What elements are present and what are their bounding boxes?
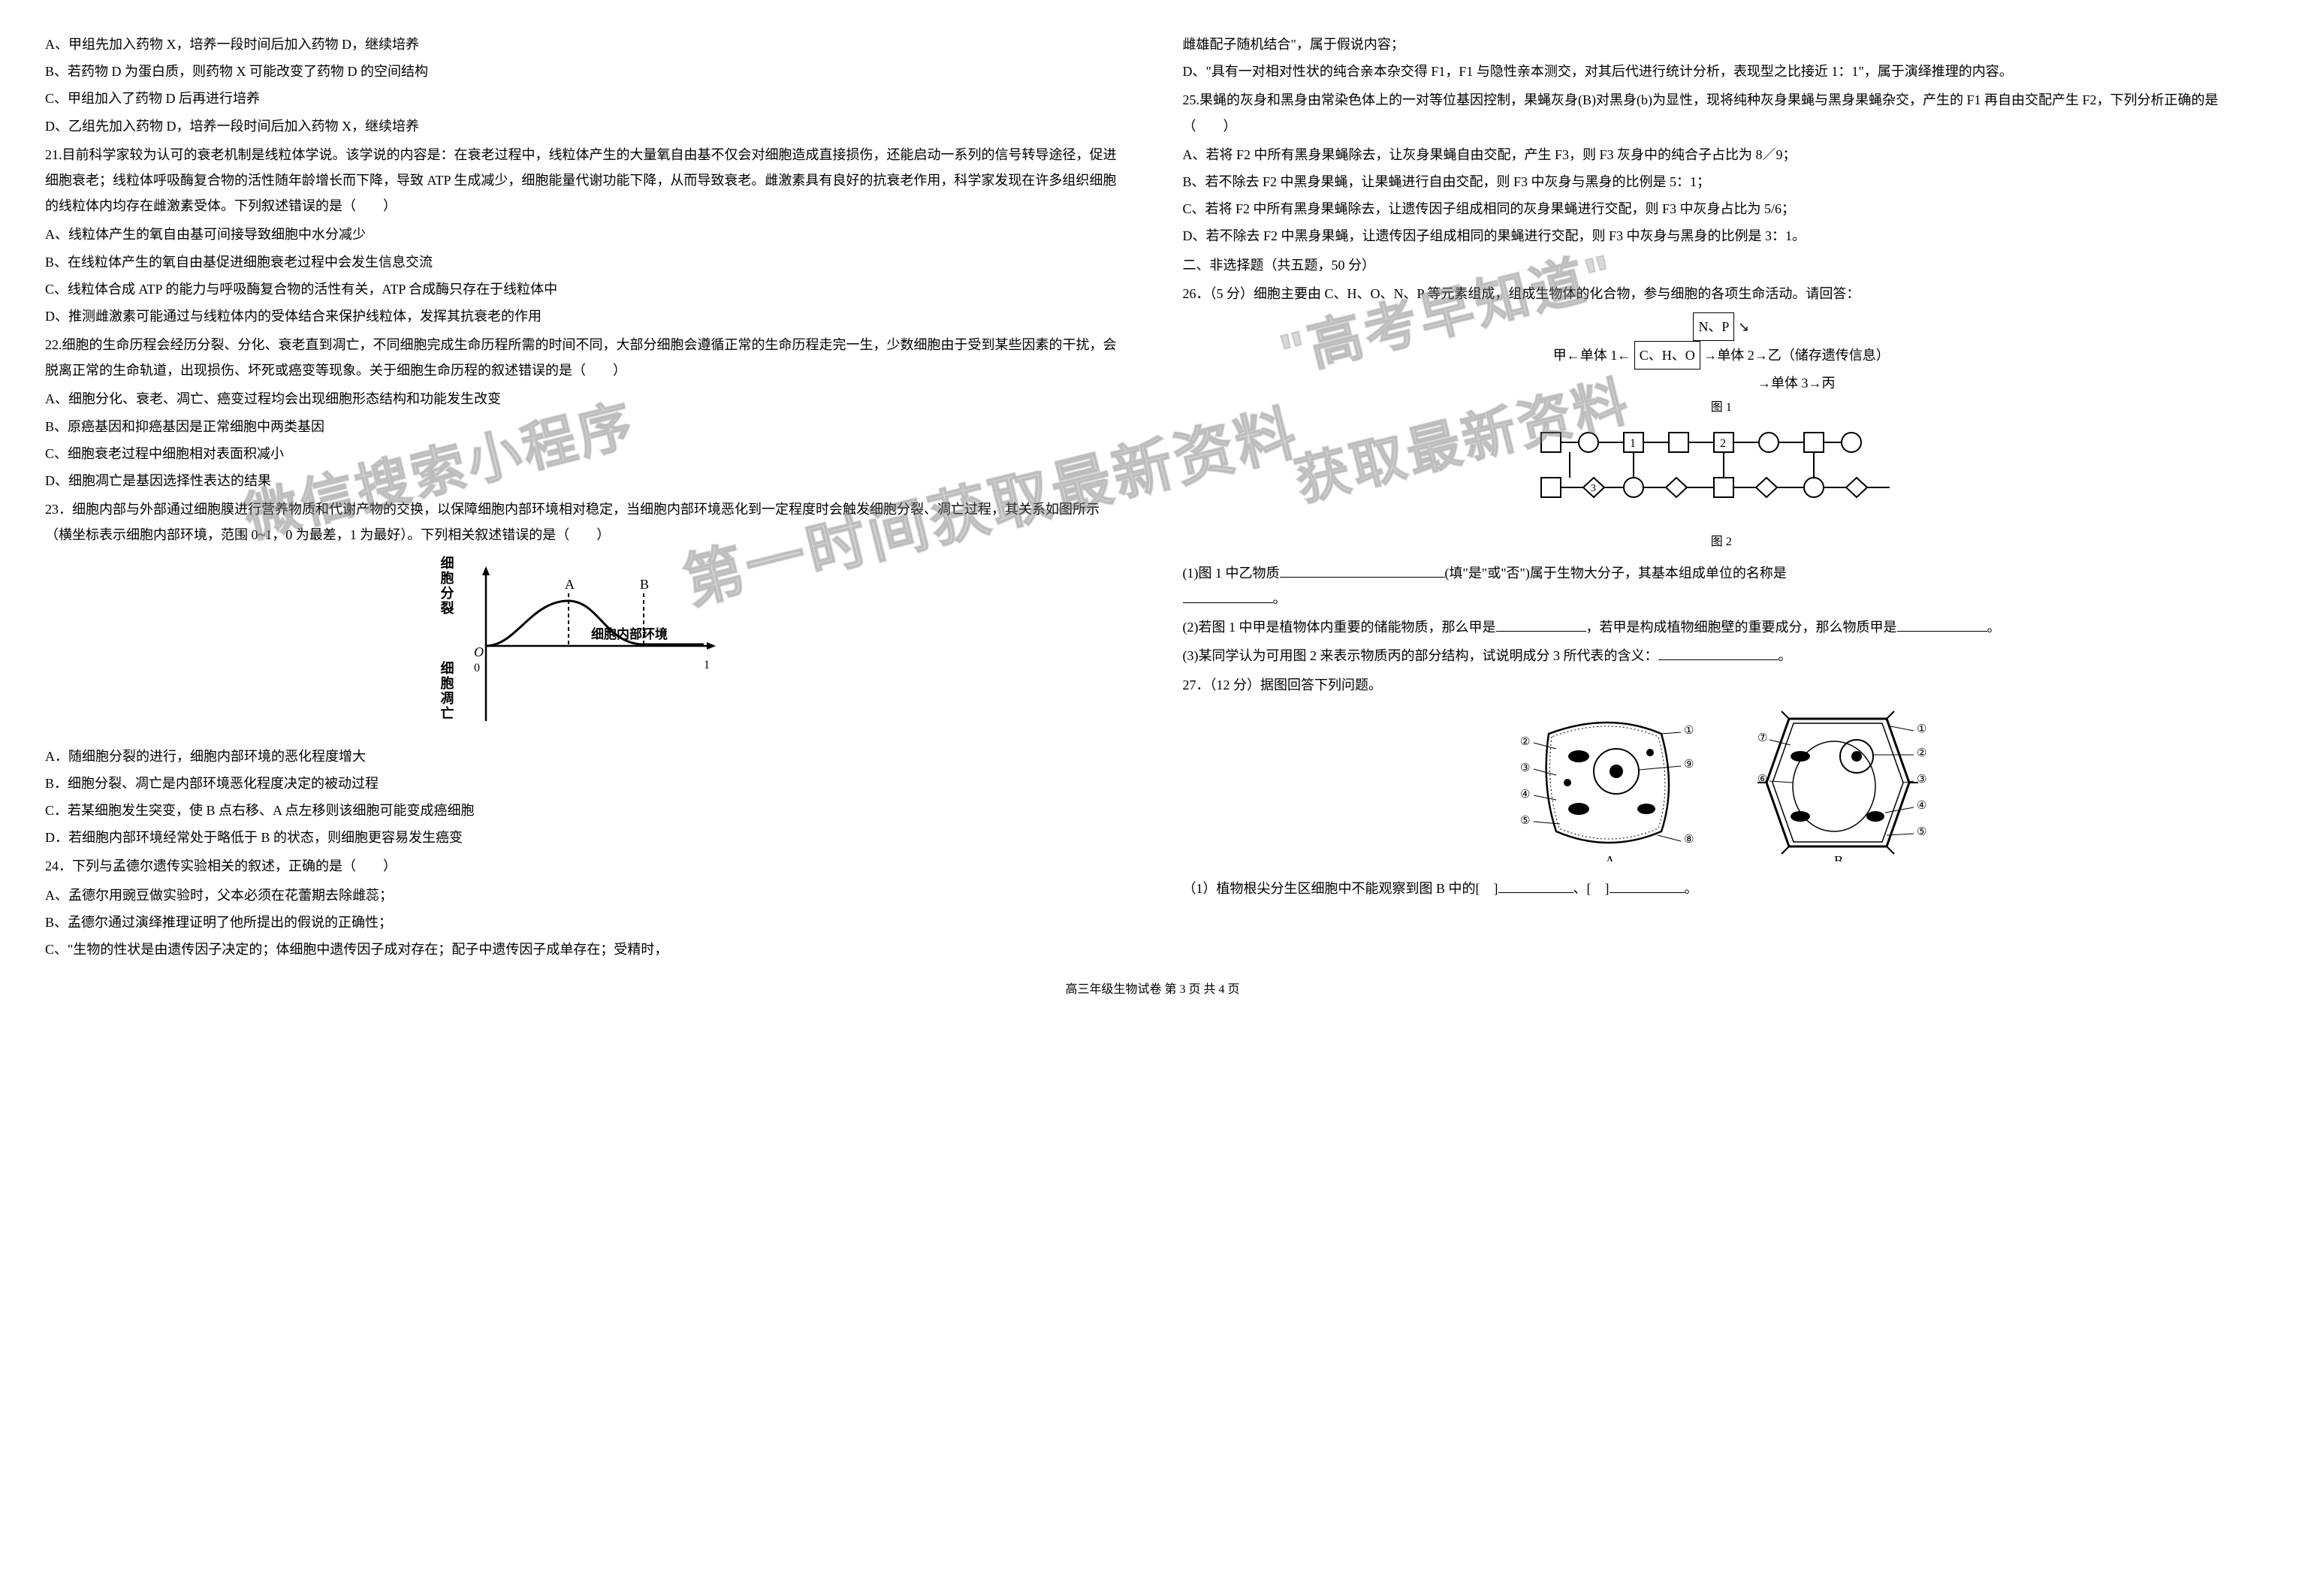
q25-stem: 25.果蝇的灰身和黑身由常染色体上的一对等位基因控制，果蝇灰身(B)对黑身(b)… [1183, 87, 2261, 138]
q22-optC: C、细胞衰老过程中细胞相对表面积减小 [45, 441, 1123, 466]
fig2-caption: 图 2 [1183, 531, 2261, 554]
q24-stem: 24．下列与孟德尔遗传实验相关的叙述，正确的是（ ） [45, 853, 1123, 879]
q24-optB: B、孟德尔通过演绎推理证明了他所提出的假说的正确性； [45, 910, 1123, 935]
figure-2: 1 2 [1183, 425, 2261, 554]
q20-optD: D、乙组先加入药物 D，培养一段时间后加入药物 X，继续培养 [45, 113, 1123, 139]
q22-optB: B、原癌基因和抑癌基因是正常细胞中两类基因 [45, 414, 1123, 439]
svg-text:⑧: ⑧ [1684, 834, 1694, 846]
fig1-caption: 图 1 [1183, 397, 2261, 419]
svg-text:③: ③ [1917, 774, 1926, 786]
blank-26-3 [1658, 646, 1779, 661]
q26-stem: 26．（5 分）细胞主要由 C、H、O、N、P 等元素组成，组成生物体的化合物，… [1183, 281, 2261, 306]
svg-text:⑤: ⑤ [1917, 826, 1926, 838]
fig1-left: 甲←单体 1← [1553, 348, 1631, 363]
q21-optA: A、线粒体产生的氧自由基可间接导致细胞中水分减少 [45, 222, 1123, 247]
q21-optD: D、推测雌激素可能通过与线粒体内的受体结合来保护线粒体，发挥其抗衰老的作用 [45, 303, 1123, 329]
q25-optC: C、若将 F2 中所有黑身果蝇除去，让遗传因子组成相同的灰身果蝇进行交配，则 F… [1183, 196, 2261, 222]
fig2-svg: 1 2 [1526, 425, 1917, 523]
blank-26-1a [1280, 563, 1445, 578]
svg-text:①: ① [1917, 723, 1926, 735]
graph-ylabel-top: 细胞分裂 [433, 556, 459, 616]
q21-stem: 21.目前科学家较为认可的衰老机制是线粒体学说。该学说的内容是：在衰老过程中，线… [45, 142, 1123, 219]
graph-xlabel: 细胞内部环境 [591, 626, 668, 641]
q26-3: (3)某同学认为可用图 2 来表示物质丙的部分结构，试说明成分 3 所代表的含义… [1183, 643, 2261, 668]
q23-optD: D．若细胞内部环境经常处于略低于 B 的状态，则细胞更容易发生癌变 [45, 825, 1123, 850]
svg-text:2: 2 [1720, 437, 1726, 450]
svg-text:③: ③ [1520, 762, 1530, 774]
page-columns: A、甲组先加入药物 X，培养一段时间后加入药物 D，继续培养 B、若药物 D 为… [45, 30, 2260, 964]
svg-text:3: 3 [1591, 483, 1596, 494]
q22-optA: A、细胞分化、衰老、凋亡、癌变过程均会出现细胞形态结构和功能发生改变 [45, 386, 1123, 412]
fig1-arrow-down: ↘ [1738, 319, 1749, 334]
q27-stem: 27．（12 分）据图回答下列问题。 [1183, 672, 2261, 698]
q23-graph: 细胞分裂 细胞凋亡 A B O 0 1 细胞内部环境 [441, 556, 726, 736]
q23-optA: A．随细胞分裂的进行，细胞内部环境的恶化程度增大 [45, 744, 1123, 769]
q23-optB: B．细胞分裂、凋亡是内部环境恶化程度决定的被动过程 [45, 771, 1123, 796]
svg-text:②: ② [1520, 736, 1530, 748]
svg-text:1: 1 [1630, 437, 1636, 450]
svg-text:A: A [1605, 853, 1615, 861]
page-footer: 高三年级生物试卷 第 3 页 共 4 页 [45, 979, 2260, 1001]
q27-cells: ① ② ③ ④ ⑤ ⑧ ⑨ A [1183, 704, 2261, 870]
right-column: 雌雄配子随机结合"，属于假说内容； D、"具有一对相对性状的纯合亲本杂交得 F1… [1183, 30, 2261, 964]
fig1-right: →单体 2→乙（储存遗传信息） [1703, 348, 1890, 363]
svg-text:②: ② [1917, 747, 1926, 759]
cells-svg: ① ② ③ ④ ⑤ ⑧ ⑨ A [1489, 704, 1954, 861]
blank-26-2a [1496, 617, 1586, 632]
graph-A: A [565, 577, 575, 592]
svg-text:⑨: ⑨ [1684, 759, 1694, 771]
graph-B: B [640, 577, 649, 592]
blank-26-2b [1897, 617, 1987, 632]
graph-O: O [474, 644, 484, 659]
q21-optC: C、线粒体合成 ATP 的能力与呼吸酶复合物的活性有关，ATP 合成酶只存在于线… [45, 276, 1123, 302]
svg-text:⑤: ⑤ [1520, 815, 1530, 827]
fig1-box-np: N、P [1693, 312, 1734, 341]
q26-1: (1)图 1 中乙物质(填"是"或"否")属于生物大分子，其基本组成单位的名称是… [1183, 560, 2261, 611]
q23-optC: C．若某细胞发生突变，使 B 点右移、A 点左移则该细胞可能变成癌细胞 [45, 798, 1123, 823]
blank-27-1b [1610, 878, 1685, 893]
q22-optD: D、细胞凋亡是基因选择性表达的结果 [45, 468, 1123, 493]
svg-text:④: ④ [1917, 800, 1926, 812]
q21-optB: B、在线粒体产生的氧自由基促进细胞衰老过程中会发生信息交流 [45, 249, 1123, 275]
q20-optB: B、若药物 D 为蛋白质，则药物 X 可能改变了药物 D 的空间结构 [45, 59, 1123, 84]
q26-2: (2)若图 1 中甲是植物体内重要的储能物质，那么甲是，若甲是构成植物细胞壁的重… [1183, 614, 2261, 640]
q23-stem: 23．细胞内部与外部通过细胞膜进行营养物质和代谢产物的交换，以保障细胞内部环境相… [45, 496, 1123, 548]
q20-optC: C、甲组加入了药物 D 后再进行培养 [45, 86, 1123, 111]
figure-1: N、P ↘ 甲←单体 1← C、H、O →单体 2→乙（储存遗传信息） →单体 … [1183, 312, 2261, 419]
q24-optD: D、"具有一对相对性状的纯合亲本杂交得 F1，F1 与隐性亲本测交，对其后代进行… [1183, 59, 2261, 84]
svg-text:B: B [1834, 853, 1843, 861]
q27-1: （1）植物根尖分生区细胞中不能观察到图 B 中的[ ]、[ ]。 [1183, 876, 2261, 901]
svg-text:①: ① [1684, 725, 1694, 737]
q22-stem: 22.细胞的生命历程会经历分裂、分化、衰老直到凋亡，不同细胞完成生命历程所需的时… [45, 332, 1123, 383]
q24-optC: C、"生物的性状是由遗传因子决定的；体细胞中遗传因子成对存在；配子中遗传因子成单… [45, 937, 1123, 962]
svg-text:⑦: ⑦ [1757, 732, 1767, 744]
fig1-box-cho: C、H、O [1634, 341, 1700, 370]
q24-optA: A、孟德尔用豌豆做实验时，父本必须在花蕾期去除雌蕊； [45, 882, 1123, 908]
graph-svg: A B O 0 1 细胞内部环境 [441, 556, 726, 736]
svg-text:⑥: ⑥ [1757, 774, 1767, 786]
graph-1: 1 [704, 659, 710, 671]
svg-text:④: ④ [1520, 789, 1530, 801]
section2-title: 二、非选择题（共五题，50 分） [1183, 252, 2261, 278]
q25-optB: B、若不除去 F2 中黑身果蝇，让果蝇进行自由交配，则 F3 中灰身与黑身的比例… [1183, 169, 2261, 195]
q24-cont: 雌雄配子随机结合"，属于假说内容； [1183, 32, 2261, 57]
fig1-bot: →单体 3→丙 [1757, 376, 1836, 391]
q25-optD: D、若不除去 F2 中黑身果蝇，让遗传因子组成相同的果蝇进行交配，则 F3 中灰… [1183, 223, 2261, 249]
graph-0: 0 [474, 662, 480, 674]
q25-optA: A、若将 F2 中所有黑身果蝇除去，让灰身果蝇自由交配，产生 F3，则 F3 灰… [1183, 142, 2261, 167]
blank-27-1a [1498, 878, 1573, 893]
blank-26-1b [1183, 588, 1273, 603]
left-column: A、甲组先加入药物 X，培养一段时间后加入药物 D，继续培养 B、若药物 D 为… [45, 30, 1123, 964]
graph-ylabel-bot: 细胞凋亡 [433, 661, 459, 721]
q20-optA: A、甲组先加入药物 X，培养一段时间后加入药物 D，继续培养 [45, 32, 1123, 57]
